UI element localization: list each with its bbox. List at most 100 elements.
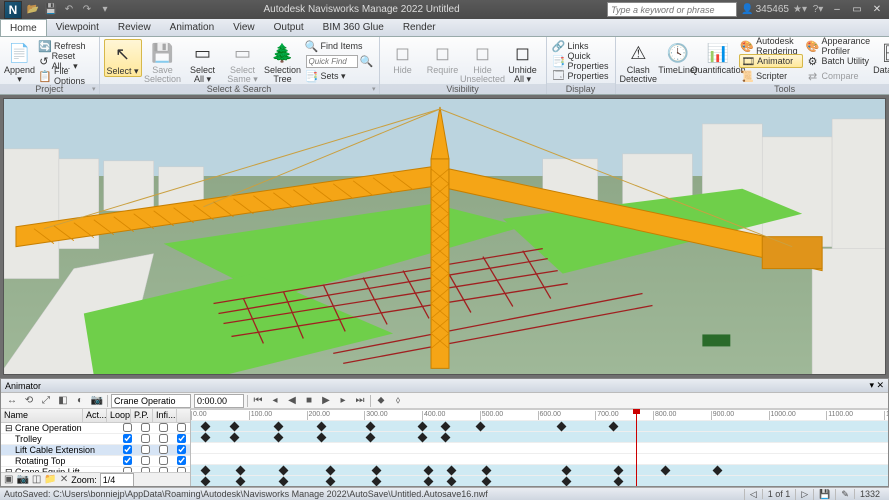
- keyframe[interactable]: [230, 433, 240, 443]
- animator-titlebar[interactable]: Animator ▾ ✕: [1, 379, 888, 393]
- tree-row[interactable]: ⊟ Crane Operation: [1, 423, 190, 434]
- tab-animation[interactable]: Animation: [161, 19, 224, 36]
- tab-view[interactable]: View: [224, 19, 265, 36]
- autodesk-rendering-button[interactable]: 🎨Autodesk Rendering: [739, 39, 802, 53]
- keyframe[interactable]: [446, 466, 456, 476]
- keyframe[interactable]: [481, 477, 491, 486]
- keyframe[interactable]: [201, 477, 211, 486]
- cb-pp[interactable]: [159, 456, 168, 465]
- require-button[interactable]: ◻Require: [424, 39, 462, 75]
- select-button[interactable]: ▭SelectAll ▾: [184, 39, 222, 84]
- tb-capture-icon[interactable]: 📷: [90, 394, 104, 408]
- file-options-button[interactable]: 📋File Options: [37, 69, 94, 83]
- col-loop[interactable]: Loop: [107, 409, 131, 422]
- hide-button[interactable]: ◻HideUnselected: [464, 39, 502, 84]
- keyframe[interactable]: [236, 466, 246, 476]
- tab-bim-360-glue[interactable]: BIM 360 Glue: [314, 19, 394, 36]
- keyframe[interactable]: [316, 422, 326, 432]
- keyframe[interactable]: [712, 466, 722, 476]
- keyframe[interactable]: [614, 466, 624, 476]
- keyframe[interactable]: [441, 422, 451, 432]
- cb-pp[interactable]: [159, 445, 168, 454]
- sheet-next-icon[interactable]: ▷: [795, 489, 813, 500]
- keyframe[interactable]: [418, 433, 428, 443]
- timeline-row[interactable]: [191, 432, 888, 443]
- keyframe[interactable]: [366, 422, 376, 432]
- keyframe[interactable]: [371, 466, 381, 476]
- qat-redo-icon[interactable]: ↷: [80, 3, 94, 17]
- tb-color-icon[interactable]: ◧: [56, 394, 70, 408]
- scene-combo[interactable]: Crane Operatio: [111, 394, 191, 408]
- tree-row[interactable]: Lift Cable Extension: [1, 445, 190, 456]
- timeline-row[interactable]: [191, 410, 888, 421]
- find-items-button[interactable]: 🔍Find Items: [304, 39, 375, 53]
- cb-active[interactable]: [123, 445, 132, 454]
- cb-loop[interactable]: [141, 456, 150, 465]
- cb-loop[interactable]: [141, 445, 150, 454]
- keyframe[interactable]: [236, 477, 246, 486]
- tb-stepfwd-icon[interactable]: ▸: [336, 394, 350, 408]
- properties-button[interactable]: 🗔Properties: [551, 69, 611, 83]
- scripter-button[interactable]: 📜Scripter: [739, 69, 802, 83]
- quickfind-button[interactable]: 🔍: [304, 54, 375, 68]
- cb-inf[interactable]: [177, 445, 186, 454]
- tree-row[interactable]: Rotating Top: [1, 456, 190, 467]
- keyframe[interactable]: [201, 433, 211, 443]
- keyframe[interactable]: [230, 422, 240, 432]
- unhide-button[interactable]: ◻UnhideAll ▾: [504, 39, 542, 84]
- keyframe[interactable]: [273, 433, 283, 443]
- save-button[interactable]: 💾SaveSelection: [144, 39, 182, 84]
- append-button[interactable]: 📄Append ▾: [4, 39, 35, 84]
- quick-find-input[interactable]: [306, 55, 358, 68]
- timeline-row[interactable]: [191, 421, 888, 432]
- timeline[interactable]: 0.00100.00200.00300.00400.00500.00600.00…: [191, 409, 888, 486]
- help-search-input[interactable]: [607, 2, 737, 17]
- tb-transparency-icon[interactable]: ◐: [73, 394, 87, 408]
- animator-button[interactable]: 🎞Animator: [739, 54, 802, 68]
- tree-row[interactable]: Trolley: [1, 434, 190, 445]
- col-pp[interactable]: P.P.: [131, 409, 153, 422]
- sets-button[interactable]: 📑Sets ▾: [304, 69, 375, 83]
- minimize-button[interactable]: –: [829, 3, 845, 17]
- time-input[interactable]: 0:00.00: [194, 394, 244, 408]
- keyframe[interactable]: [273, 422, 283, 432]
- tb-play-icon[interactable]: ▶: [319, 394, 333, 408]
- keyframe[interactable]: [608, 422, 618, 432]
- tb-key-icon[interactable]: ⬥: [374, 394, 388, 408]
- keyframe[interactable]: [562, 477, 572, 486]
- selection-button[interactable]: 🌲SelectionTree: [264, 39, 302, 84]
- appearance-profiler-button[interactable]: 🎨Appearance Profiler: [805, 39, 873, 53]
- timeline-row[interactable]: [191, 476, 888, 486]
- cb-loop[interactable]: [141, 423, 150, 432]
- timeline-row[interactable]: [191, 443, 888, 454]
- add-scene-icon[interactable]: ▣: [4, 474, 13, 485]
- tb-reverse-icon[interactable]: ◀: [285, 394, 299, 408]
- keyframe[interactable]: [475, 422, 485, 432]
- cb-active[interactable]: [123, 423, 132, 432]
- keyframe[interactable]: [325, 466, 335, 476]
- keyframe[interactable]: [316, 433, 326, 443]
- keyframe[interactable]: [366, 433, 376, 443]
- add-camera-icon[interactable]: 📷: [16, 474, 28, 485]
- tb-rotate-icon[interactable]: ⟲: [22, 394, 36, 408]
- timeline-row[interactable]: [191, 454, 888, 465]
- timeline-row[interactable]: [191, 465, 888, 476]
- zoom-combo[interactable]: 1/4: [100, 473, 134, 487]
- cb-pp[interactable]: [159, 423, 168, 432]
- tab-viewpoint[interactable]: Viewpoint: [47, 19, 109, 36]
- tb-end-icon[interactable]: ⏭: [353, 394, 367, 408]
- tab-home[interactable]: Home: [0, 19, 47, 36]
- keyframe[interactable]: [371, 477, 381, 486]
- qat-save-icon[interactable]: 💾: [44, 3, 58, 17]
- cb-inf[interactable]: [177, 434, 186, 443]
- keyframe[interactable]: [418, 422, 428, 432]
- select-button[interactable]: ▭SelectSame ▾: [224, 39, 262, 84]
- maximize-button[interactable]: ▭: [849, 3, 865, 17]
- quantification-button[interactable]: 📊Quantification: [699, 39, 737, 75]
- keyframe[interactable]: [201, 466, 211, 476]
- user-badge[interactable]: 👤 345465: [741, 4, 789, 15]
- tab-review[interactable]: Review: [109, 19, 161, 36]
- favorite-icon[interactable]: ★▾: [793, 3, 807, 17]
- qat-undo-icon[interactable]: ↶: [62, 3, 76, 17]
- keyframe[interactable]: [660, 466, 670, 476]
